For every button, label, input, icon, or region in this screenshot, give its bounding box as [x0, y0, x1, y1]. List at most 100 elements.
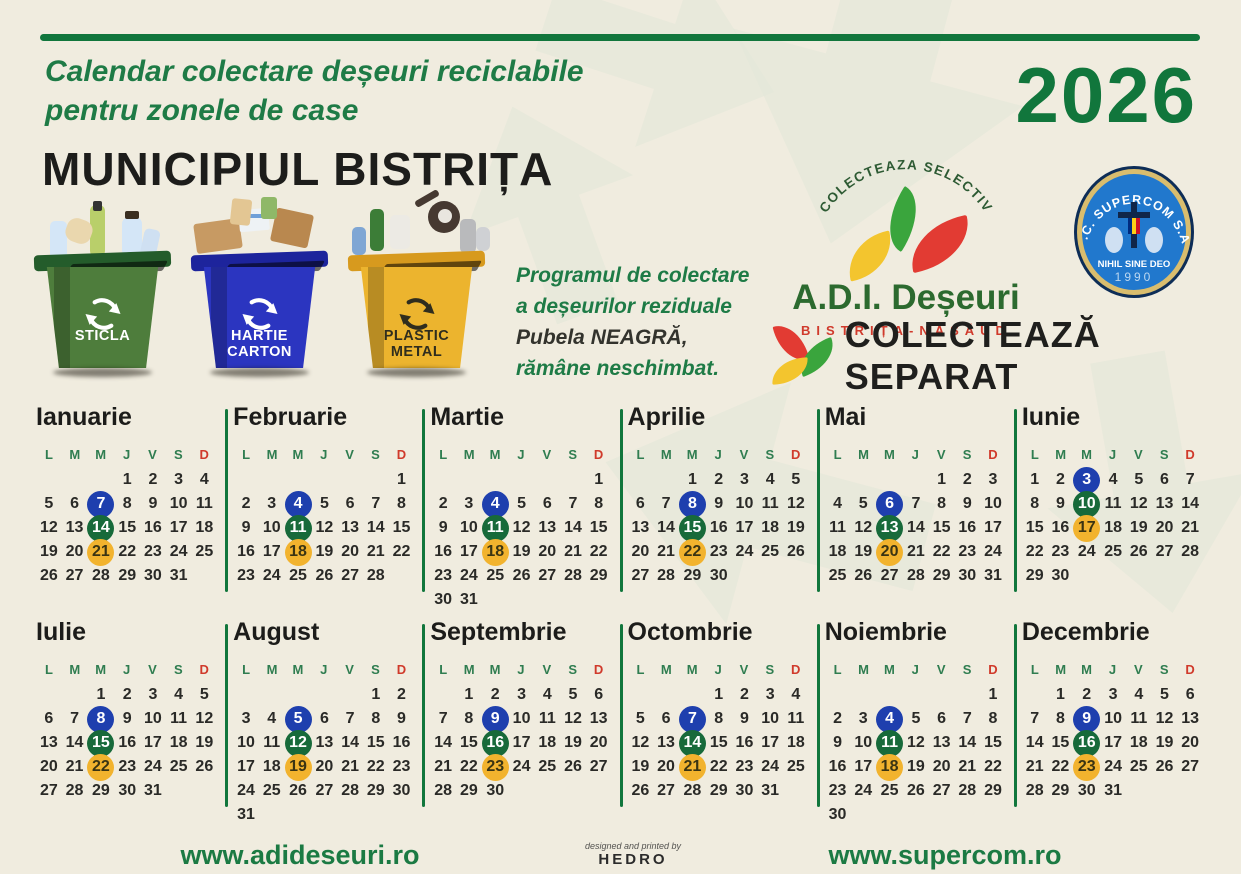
month-days-grid: 1 2 3 4 5 6 7 8 9 10 11 12 13 14 15 16 17 18 19 20 21 22 23 24 2… — [628, 683, 809, 803]
calendar-day: 25 — [169, 758, 188, 775]
calendar-day: 8 — [988, 710, 998, 727]
calendar-day-empty — [456, 468, 482, 492]
weekday-label: S — [765, 446, 775, 462]
calendar-day: 7 — [70, 710, 79, 727]
calendar-day: 3 — [241, 710, 251, 727]
calendar-day: 21 — [87, 538, 115, 566]
calendar-day: 3 — [739, 471, 749, 488]
calendar-day: 7 — [87, 490, 115, 518]
calendar-day: 15 — [118, 519, 137, 536]
calendar-day: 22 — [118, 543, 137, 560]
weekday-label: J — [122, 446, 131, 462]
calendar-day: 19 — [1155, 734, 1174, 751]
weekday-label: M — [686, 661, 698, 677]
calendar-day: 27 — [39, 782, 58, 799]
calendar-day: 24 — [984, 543, 1002, 560]
weekday-label: S — [568, 446, 578, 462]
month-title: Ianuarie — [36, 403, 132, 431]
weekday-label: S — [962, 661, 972, 677]
calendar-day: 15 — [984, 734, 1002, 751]
calendar-day: 7 — [678, 705, 706, 733]
calendar-day: 25 — [262, 782, 281, 799]
calendar-day: 7 — [962, 710, 972, 727]
calendar-day-empty — [903, 468, 929, 492]
calendar-day: 21 — [366, 543, 385, 560]
calendar-day: 22 — [392, 543, 411, 560]
calendar-day: 25 — [486, 567, 505, 584]
weekday-label: V — [542, 446, 552, 462]
calendar-day: 5 — [319, 495, 329, 512]
sticla-collection-day: 14 — [678, 729, 706, 757]
calendar-day: 12 — [786, 495, 805, 512]
calendar-day: 11 — [876, 729, 904, 757]
weekday-label: S — [962, 446, 972, 462]
bin-waste-illustration — [344, 188, 490, 263]
weekday-label: D — [988, 446, 998, 462]
calendar-day-empty — [954, 683, 980, 707]
calendar-day: 22 — [984, 758, 1002, 775]
calendar-day: 19 — [631, 758, 650, 775]
title-line-2: pentru zonele de case — [45, 94, 359, 127]
calendar-day: 19 — [315, 543, 334, 560]
weekday-label: L — [439, 661, 448, 677]
calendar-day: 12 — [39, 519, 58, 536]
calendar-day: 8 — [678, 490, 706, 518]
calendar-day: 5 — [284, 705, 312, 733]
calendar-day: 26 — [315, 567, 334, 584]
calendar-day: 28 — [907, 567, 925, 584]
calendar-day: 28 — [1025, 782, 1044, 799]
hartie-carton-collection-day: 8 — [678, 490, 706, 518]
calendar-day: 14 — [657, 519, 675, 536]
weekday-label: M — [858, 446, 869, 462]
weekday-label: D — [1185, 446, 1195, 462]
bin-body: PLASTIC METAL — [360, 267, 473, 368]
calendar-day: 17 — [761, 734, 780, 751]
calendar-day: 12 — [907, 734, 925, 751]
calendar-day: 30 — [118, 782, 137, 799]
slogan-text: COLECTEAZĂ SEPARAT — [844, 314, 1101, 397]
calendar-day: 17 — [237, 758, 255, 775]
calendar-day: 27 — [341, 567, 359, 584]
calendar-day: 24 — [459, 567, 478, 584]
weekday-label: M — [489, 661, 501, 677]
weekday-label: J — [122, 661, 131, 677]
calendar-day: 26 — [512, 567, 531, 584]
weekday-label: S — [371, 446, 380, 462]
calendar-day: 14 — [1025, 734, 1044, 751]
calendar-day: 13 — [876, 514, 904, 542]
calendar-day: 19 — [907, 758, 925, 775]
calendar-day: 4 — [765, 471, 775, 488]
weekday-label: D — [1185, 661, 1195, 677]
calendar-day: 24 — [854, 782, 873, 799]
calendar-day: 2 — [241, 495, 251, 512]
calendar-day: 13 — [657, 734, 675, 751]
calendar-day: 9 — [241, 519, 251, 536]
weekday-label: J — [1108, 661, 1117, 677]
calendar-day-empty — [337, 683, 363, 707]
calendar-day: 8 — [937, 495, 947, 512]
calendar-day: 17 — [1073, 514, 1101, 542]
month-title: August — [233, 618, 320, 646]
calendar-day: 20 — [315, 758, 334, 775]
calendar-day: 6 — [542, 495, 552, 512]
weekday-label: D — [199, 446, 209, 462]
calendar-day: 19 — [39, 543, 58, 560]
calendar-day: 4 — [1108, 471, 1118, 488]
calendar-day: 4 — [267, 710, 277, 727]
calendar-day: 27 — [315, 782, 334, 799]
svg-text:1990: 1990 — [1115, 270, 1154, 284]
calendar-day: 6 — [635, 495, 645, 512]
calendar-day: 29 — [709, 782, 728, 799]
bin-body: STICLA — [46, 267, 159, 368]
calendar-day-empty — [87, 468, 114, 492]
calendar-day: 30 — [144, 567, 162, 584]
calendar-day: 19 — [512, 543, 531, 560]
calendar-day: 13 — [315, 734, 334, 751]
calendar-day: 14 — [87, 514, 115, 542]
weekday-label: M — [69, 661, 81, 677]
calendar-day: 1 — [371, 686, 381, 703]
